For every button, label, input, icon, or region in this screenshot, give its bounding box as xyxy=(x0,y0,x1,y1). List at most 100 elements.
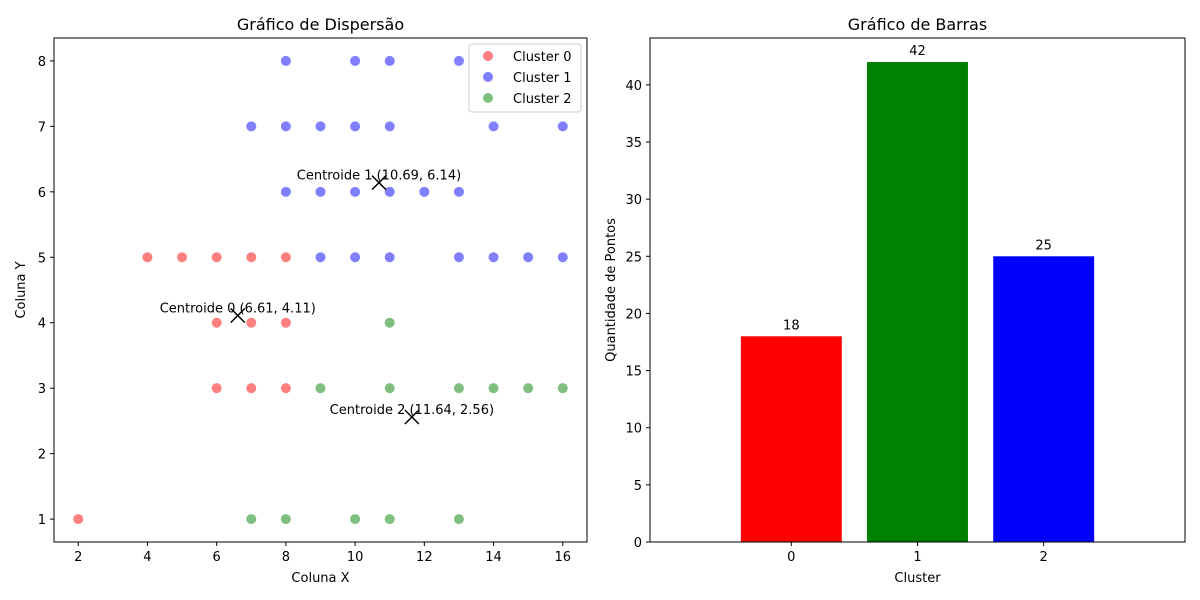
scatter-point-cluster-0 xyxy=(73,514,84,525)
scatter-plot-area: Centroide 0 (6.61, 4.11) Centroide 1 (10.… xyxy=(73,55,568,525)
centroid-x-stroke xyxy=(371,175,387,191)
y-tick-label: 15 xyxy=(625,365,642,380)
centroid-marker-2 xyxy=(404,409,420,425)
scatter-point-cluster-1 xyxy=(280,121,291,132)
y-tick-label: 30 xyxy=(625,193,642,208)
scatter-point-cluster-0 xyxy=(211,317,222,328)
centroid-label-0: Centroide 0 (6.61, 4.11) xyxy=(160,302,316,317)
scatter-point-cluster-2 xyxy=(453,514,464,525)
y-tick-label: 7 xyxy=(38,120,46,135)
x-tick-label: 10 xyxy=(347,550,364,565)
y-tick-label: 25 xyxy=(625,250,642,265)
y-tick-label: 20 xyxy=(625,307,642,322)
scatter-point-cluster-0 xyxy=(246,252,257,263)
scatter-point-cluster-1 xyxy=(350,252,361,263)
y-tick-label: 6 xyxy=(38,186,46,201)
scatter-point-cluster-2 xyxy=(280,514,291,525)
x-tick-label: 4 xyxy=(143,550,151,565)
bar-cluster-0 xyxy=(740,336,842,542)
y-tick-label: 8 xyxy=(38,55,46,70)
scatter-point-cluster-0 xyxy=(142,252,153,263)
bar-y-axis: 0 5 10 15 20 25 30 35 40 xyxy=(625,79,650,551)
bar-y-axis-label: Quantidade de Pontos xyxy=(604,218,619,362)
scatter-x-axis: 2 4 6 8 10 12 14 16 xyxy=(74,542,571,565)
x-tick-label: 0 xyxy=(787,550,795,565)
scatter-point-cluster-1 xyxy=(350,55,361,66)
x-tick-label: 8 xyxy=(282,550,290,565)
bar-cluster-1 xyxy=(867,62,968,542)
scatter-point-cluster-0 xyxy=(211,383,222,394)
centroid-x-stroke xyxy=(230,307,246,324)
scatter-point-cluster-1 xyxy=(246,121,257,132)
scatter-title: Gráfico de Dispersão xyxy=(237,15,404,34)
bar-cluster-2 xyxy=(993,256,1095,542)
y-tick-label: 0 xyxy=(634,536,642,551)
scatter-point-cluster-0 xyxy=(177,252,188,263)
y-tick-label: 40 xyxy=(625,79,642,94)
scatter-point-cluster-1 xyxy=(557,252,568,263)
legend-marker-cluster-2 xyxy=(483,93,493,103)
legend-label-cluster-0: Cluster 0 xyxy=(513,50,572,65)
scatter-point-cluster-1 xyxy=(315,252,326,263)
scatter-point-cluster-2 xyxy=(246,514,257,525)
scatter-point-cluster-1 xyxy=(488,121,499,132)
legend-marker-cluster-0 xyxy=(483,51,493,61)
bar-plot-area: 18 42 25 xyxy=(740,44,1095,542)
scatter-point-cluster-1 xyxy=(453,55,464,66)
y-tick-label: 5 xyxy=(634,479,642,494)
scatter-point-cluster-1 xyxy=(350,186,361,197)
bar-x-axis: 0 1 2 xyxy=(787,542,1048,565)
x-tick-label: 2 xyxy=(74,550,82,565)
scatter-point-cluster-2 xyxy=(384,383,395,394)
y-tick-label: 1 xyxy=(38,513,46,528)
y-tick-label: 10 xyxy=(625,422,642,437)
x-tick-label: 2 xyxy=(1040,550,1048,565)
scatter-y-axis-label: Coluna Y xyxy=(14,261,29,318)
scatter-point-cluster-0 xyxy=(211,252,222,263)
scatter-point-cluster-1 xyxy=(488,252,499,263)
bar-value-label: 25 xyxy=(1035,238,1052,253)
scatter-point-cluster-0 xyxy=(246,317,257,328)
scatter-point-cluster-1 xyxy=(280,186,291,197)
y-tick-label: 5 xyxy=(38,251,46,266)
bar-value-label: 18 xyxy=(783,318,800,333)
y-tick-label: 2 xyxy=(38,448,46,463)
scatter-point-cluster-1 xyxy=(453,186,464,197)
scatter-point-cluster-1 xyxy=(453,252,464,263)
scatter-point-cluster-2 xyxy=(453,383,464,394)
scatter-point-cluster-2 xyxy=(488,383,499,394)
y-tick-label: 3 xyxy=(38,382,46,397)
scatter-point-cluster-0 xyxy=(246,383,257,394)
legend-marker-cluster-1 xyxy=(483,72,493,82)
bar-x-axis-label: Cluster xyxy=(894,571,941,586)
x-tick-label: 16 xyxy=(554,550,571,565)
x-tick-label: 12 xyxy=(416,550,433,565)
scatter-x-axis-label: Coluna X xyxy=(291,571,349,586)
x-tick-label: 6 xyxy=(213,550,221,565)
centroid-marker-1 xyxy=(371,175,387,191)
bar-title: Gráfico de Barras xyxy=(848,15,987,34)
scatter-point-cluster-1 xyxy=(523,252,534,263)
scatter-point-cluster-1 xyxy=(557,121,568,132)
y-tick-label: 35 xyxy=(625,136,642,151)
scatter-axes-frame xyxy=(53,37,588,543)
scatter-point-cluster-2 xyxy=(315,383,326,394)
scatter-point-cluster-2 xyxy=(523,383,534,394)
scatter-point-cluster-1 xyxy=(384,186,395,197)
scatter-point-cluster-0 xyxy=(280,252,291,263)
scatter-legend: Cluster 0 Cluster 1 Cluster 2 xyxy=(468,43,582,113)
scatter-y-axis: 1 2 3 4 5 6 7 8 xyxy=(38,55,54,528)
bar-value-label: 42 xyxy=(909,44,926,59)
scatter-point-cluster-1 xyxy=(384,121,395,132)
legend-label-cluster-1: Cluster 1 xyxy=(513,71,572,86)
centroid-label-1: Centroide 1 (10.69, 6.14) xyxy=(297,169,461,184)
scatter-point-cluster-1 xyxy=(315,121,326,132)
scatter-point-cluster-1 xyxy=(350,121,361,132)
scatter-point-cluster-1 xyxy=(315,186,326,197)
legend-frame xyxy=(468,43,582,113)
centroid-marker-0 xyxy=(230,307,246,324)
x-tick-label: 14 xyxy=(485,550,502,565)
scatter-point-cluster-1 xyxy=(280,55,291,66)
scatter-point-cluster-0 xyxy=(280,383,291,394)
